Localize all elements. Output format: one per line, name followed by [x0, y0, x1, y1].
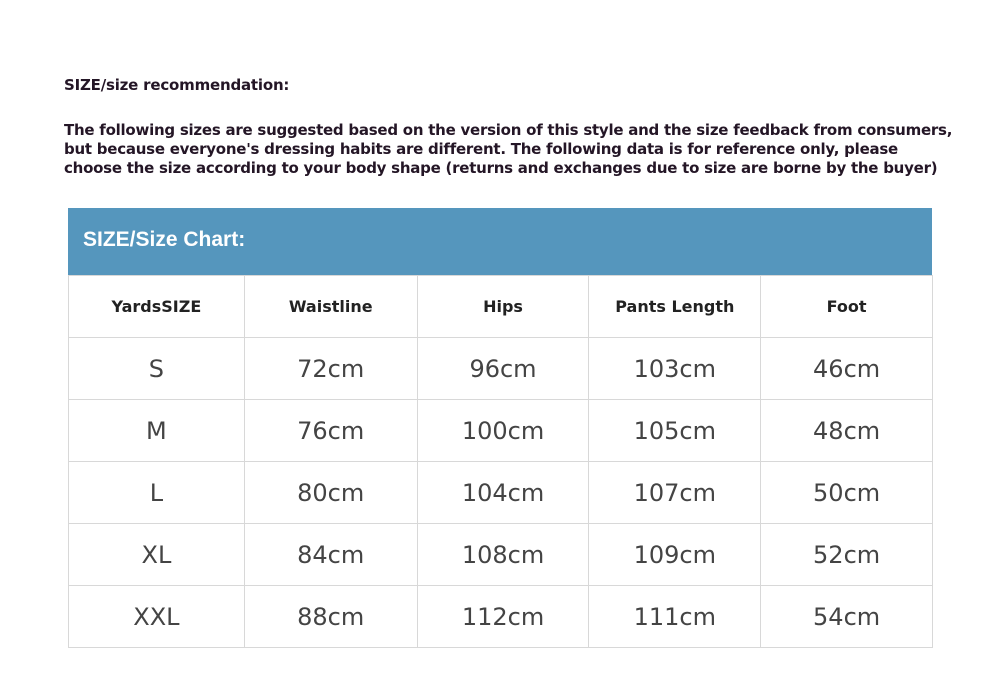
table-cell: 50cm [760, 461, 933, 524]
table-row: S 72cm 96cm 103cm 46cm [68, 337, 933, 400]
table-cell: 105cm [588, 399, 762, 462]
table-cell: 76cm [243, 399, 418, 462]
description: The following sizes are suggested based … [64, 121, 964, 178]
column-header: Pants Length [588, 275, 762, 338]
table-cell: S [68, 337, 245, 400]
table-row: M 76cm 100cm 105cm 48cm [68, 399, 933, 462]
column-header: Hips [416, 275, 590, 338]
table-cell: 52cm [760, 523, 933, 586]
table-cell: XL [68, 523, 245, 586]
table-cell: M [68, 399, 245, 462]
table-header-row: YardsSIZE Waistline Hips Pants Length Foot [68, 275, 933, 338]
table-row: L 80cm 104cm 107cm 50cm [68, 461, 933, 524]
table-cell: 109cm [588, 523, 762, 586]
description-line: choose the size according to your body s… [64, 159, 938, 177]
description-line: but because everyone's dressing habits a… [64, 140, 898, 158]
size-chart-header: SIZE/Size Chart: [68, 208, 932, 275]
size-table: YardsSIZE Waistline Hips Pants Length Foot S 7… [68, 275, 933, 648]
table-cell: 84cm [243, 523, 418, 586]
table-cell: 46cm [760, 337, 933, 400]
table-cell: 103cm [588, 337, 762, 400]
table-cell: 104cm [416, 461, 590, 524]
table-cell: 108cm [416, 523, 590, 586]
table-cell: 48cm [760, 399, 933, 462]
table-row: XL 84cm 108cm 109cm 52cm [68, 523, 933, 586]
table-cell: 100cm [416, 399, 590, 462]
column-header: Waistline [243, 275, 418, 338]
table-cell: 96cm [416, 337, 590, 400]
column-header: YardsSIZE [68, 275, 245, 338]
description-line: The following sizes are suggested based … [64, 121, 953, 139]
table-cell: 80cm [243, 461, 418, 524]
table-cell: 111cm [588, 585, 762, 648]
table-cell: XXL [68, 585, 245, 648]
table-cell: 72cm [243, 337, 418, 400]
table-row: XXL 88cm 112cm 111cm 54cm [68, 585, 933, 648]
table-cell: 107cm [588, 461, 762, 524]
table-cell: 88cm [243, 585, 418, 648]
table-cell: 112cm [416, 585, 590, 648]
table-cell: 54cm [760, 585, 933, 648]
column-header: Foot [760, 275, 933, 338]
page-title: SIZE/size recommendation: [64, 76, 290, 94]
size-chart-title: SIZE/Size Chart: [83, 228, 246, 251]
table-cell: L [68, 461, 245, 524]
